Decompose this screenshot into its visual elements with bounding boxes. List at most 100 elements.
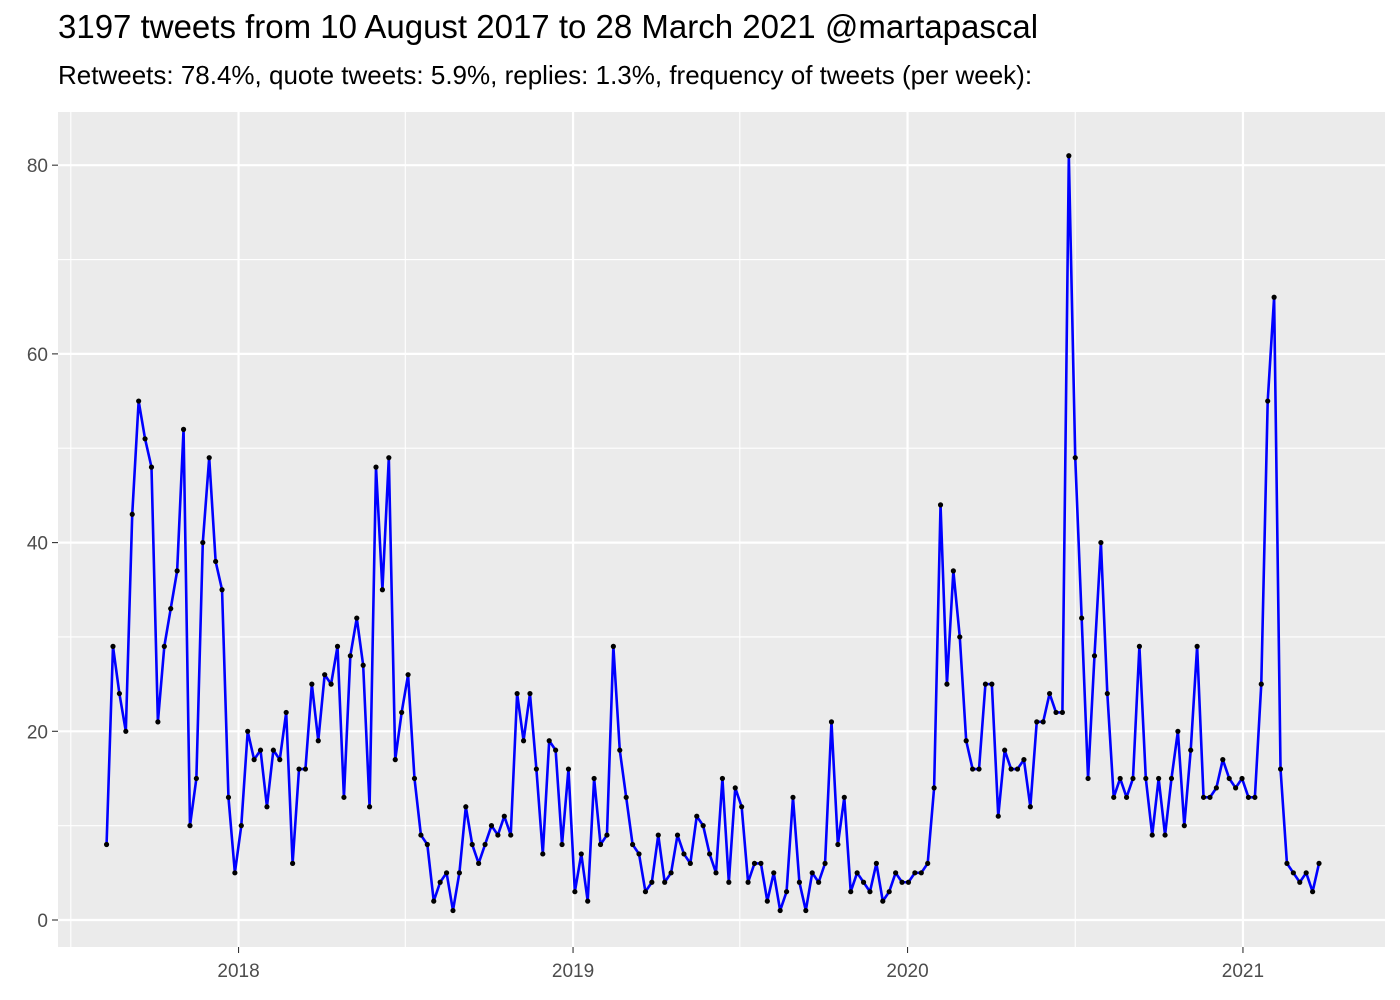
data-point: [1194, 643, 1200, 649]
data-point: [873, 860, 879, 866]
data-point: [912, 870, 918, 876]
data-point: [1239, 775, 1245, 782]
data-point: [103, 841, 110, 848]
data-point: [995, 813, 1001, 819]
data-point: [771, 870, 777, 876]
data-point: [957, 634, 963, 640]
data-point: [341, 794, 347, 800]
data-point: [880, 898, 886, 904]
data-point: [764, 898, 770, 904]
data-point: [982, 681, 989, 687]
data-point: [1156, 775, 1162, 782]
data-point: [546, 738, 552, 744]
y-axis: 0 20 40 60 80: [27, 156, 58, 932]
data-point: [443, 870, 450, 876]
data-point: [161, 643, 167, 649]
data-point: [925, 860, 931, 866]
data-point: [623, 794, 629, 800]
data-point: [437, 879, 443, 885]
data-point: [168, 606, 174, 612]
data-point: [1117, 775, 1123, 782]
data-point: [322, 672, 328, 678]
data-point: [533, 766, 539, 772]
data-point: [1008, 766, 1014, 772]
data-point: [277, 757, 283, 763]
data-point: [745, 879, 751, 885]
data-point: [379, 587, 386, 593]
data-point: [1284, 860, 1290, 866]
data-point: [213, 558, 219, 565]
data-point: [1085, 775, 1091, 782]
data-point: [508, 832, 514, 838]
data-point: [418, 832, 424, 838]
data-point: [366, 804, 373, 810]
data-point: [1098, 539, 1104, 546]
data-point: [1220, 757, 1226, 763]
chart-subtitle: Retweets: 78.4%, quote tweets: 5.9%, rep…: [58, 60, 1033, 90]
data-point: [937, 502, 944, 508]
data-point: [1143, 775, 1149, 782]
data-point: [129, 511, 135, 517]
data-point: [1123, 794, 1130, 800]
data-point: [309, 681, 315, 687]
data-point: [1162, 832, 1168, 838]
data-point: [559, 841, 565, 848]
data-point: [463, 804, 469, 810]
data-point: [848, 889, 854, 895]
data-point: [1303, 870, 1309, 876]
data-point: [347, 653, 353, 659]
data-point: [585, 898, 591, 904]
data-point: [700, 823, 706, 829]
data-point: [1130, 775, 1136, 782]
data-point: [1181, 823, 1187, 829]
data-point: [405, 672, 411, 678]
x-tick-label: 2020: [886, 961, 928, 982]
data-point: [373, 464, 379, 470]
data-point: [225, 794, 232, 800]
data-point: [828, 719, 835, 725]
data-point: [1066, 153, 1072, 159]
data-point: [411, 775, 418, 782]
data-point: [668, 870, 674, 876]
data-point: [989, 681, 995, 687]
data-point: [931, 785, 937, 791]
data-point: [822, 860, 828, 866]
data-point: [354, 615, 360, 621]
data-point: [514, 690, 520, 697]
data-point: [180, 426, 187, 432]
plot-panel: [58, 112, 1385, 947]
data-point: [456, 870, 462, 876]
data-point: [1226, 775, 1232, 782]
data-point: [726, 879, 732, 885]
data-point: [1213, 785, 1219, 791]
data-point: [816, 879, 822, 885]
data-point: [841, 794, 847, 800]
data-point: [520, 738, 527, 744]
data-point: [232, 870, 238, 876]
major-gridlines: [58, 112, 1385, 947]
data-point: [1034, 719, 1040, 725]
data-point: [1175, 728, 1181, 734]
data-point: [649, 879, 655, 885]
data-point: [136, 398, 142, 404]
data-point: [315, 738, 321, 744]
data-point: [469, 841, 475, 848]
data-point: [1136, 643, 1142, 649]
data-point: [110, 643, 116, 649]
data-point: [713, 870, 719, 876]
data-point: [1310, 889, 1316, 895]
data-point: [1091, 653, 1098, 659]
data-point: [553, 747, 559, 753]
data-point: [527, 690, 533, 697]
data-point: [630, 841, 636, 848]
data-point: [1265, 398, 1271, 404]
data-point: [1290, 870, 1296, 876]
y-tick-label: 0: [37, 911, 48, 932]
data-point: [245, 728, 251, 734]
x-tick-label: 2018: [217, 961, 259, 982]
y-tick-label: 40: [27, 534, 48, 555]
data-point: [803, 907, 809, 914]
data-point: [1040, 719, 1046, 725]
data-point: [1149, 832, 1155, 838]
data-point: [296, 766, 302, 772]
